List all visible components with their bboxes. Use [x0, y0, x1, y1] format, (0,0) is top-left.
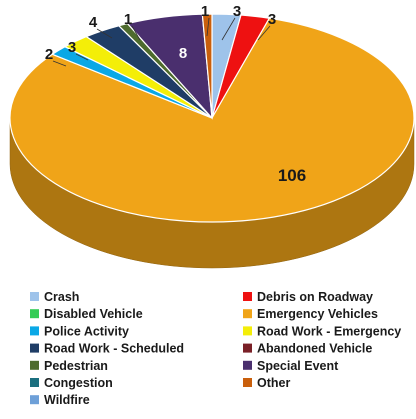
legend-label: Emergency Vehicles — [257, 307, 378, 321]
leader-line — [96, 28, 113, 39]
leader-line — [52, 60, 67, 67]
legend-label: Disabled Vehicle — [44, 307, 143, 321]
legend-swatch — [30, 343, 39, 353]
legend: Crash Debris on Roadway Disabled Vehicle Em… — [30, 290, 401, 407]
legend-swatch — [243, 326, 252, 336]
leader-line — [221, 17, 236, 41]
leader-line — [206, 17, 210, 37]
data-label: 2 — [45, 46, 53, 63]
data-label: 106 — [278, 166, 306, 185]
data-label: 1 — [124, 11, 132, 28]
leader-line — [257, 25, 271, 41]
legend-swatch — [30, 360, 39, 370]
pie-slice-emergency-vehicles — [9, 17, 415, 223]
legend-label: Other — [257, 376, 290, 390]
legend-label: Pedestrian — [44, 359, 108, 373]
leader-line — [75, 53, 89, 61]
pie-top-faces — [9, 13, 415, 223]
pie-slice-other — [201, 13, 213, 119]
legend-swatch — [30, 326, 39, 336]
legend-label: Special Event — [257, 359, 339, 373]
data-label: 3 — [268, 11, 276, 28]
legend-swatch — [30, 292, 39, 301]
pie-layer — [9, 13, 415, 269]
legend-swatch — [243, 309, 252, 319]
legend-label: Congestion — [44, 376, 113, 390]
legend-label: Police Activity — [44, 324, 129, 338]
data-label: 3 — [68, 39, 76, 56]
legend-swatch — [243, 343, 252, 353]
legend-swatch — [243, 360, 252, 370]
data-label: 1 — [201, 3, 209, 20]
legend-label: Debris on Roadway — [257, 290, 373, 304]
legend-label: Crash — [44, 290, 79, 304]
legend-swatch — [243, 292, 252, 301]
legend-swatch — [30, 309, 39, 319]
legend-swatch — [30, 395, 39, 405]
data-label: 4 — [89, 14, 98, 31]
legend-swatch — [243, 378, 252, 387]
legend-swatch — [30, 378, 39, 387]
legend-label: Wildfire — [44, 393, 90, 407]
data-label: 3 — [233, 3, 241, 20]
legend-label: Abandoned Vehicle — [257, 342, 372, 356]
legend-label: Road Work - Scheduled — [44, 342, 184, 356]
leader-line — [131, 25, 141, 41]
legend-label: Road Work - Emergency — [257, 324, 401, 338]
data-label: 8 — [179, 45, 187, 62]
